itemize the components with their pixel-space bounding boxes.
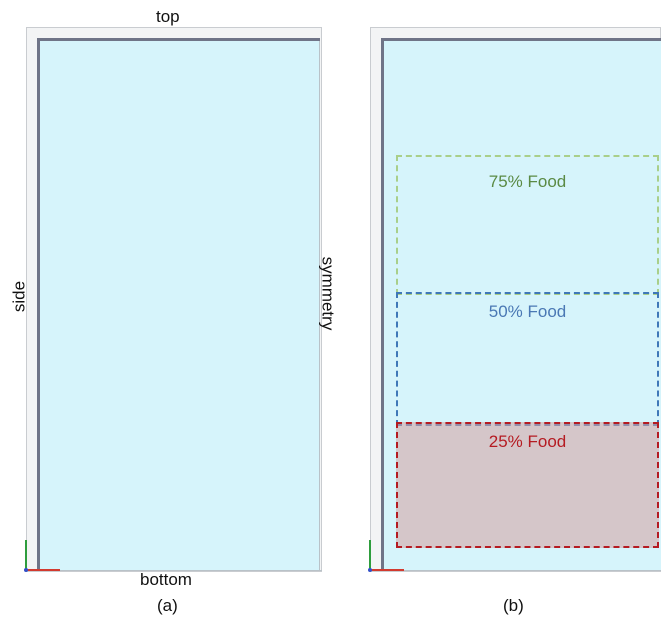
label-bottom: bottom xyxy=(140,570,192,589)
panel-a-top-wall xyxy=(37,38,320,41)
panel-a-y-axis-icon xyxy=(25,540,27,570)
food-region-50: 50% Food xyxy=(396,292,659,426)
panel-b-caption: (b) xyxy=(503,596,524,615)
food-region-75: 75% Food xyxy=(396,155,659,295)
panel-a-origin-icon xyxy=(24,568,28,572)
panel-a-x-axis-icon xyxy=(26,569,60,571)
food-label-75: 75% Food xyxy=(488,172,567,191)
panel-b-origin-icon xyxy=(368,568,372,572)
label-top: top xyxy=(156,7,180,26)
panel-b-x-axis-icon xyxy=(370,569,404,571)
food-label-50: 50% Food xyxy=(488,302,567,321)
food-region-25: 25% Food xyxy=(396,422,659,548)
panel-a-side-wall xyxy=(37,38,40,571)
panel-a-fluid-domain xyxy=(37,38,320,571)
panel-b-top-wall xyxy=(381,38,661,41)
panel-a-caption: (a) xyxy=(157,596,178,615)
panel-b-y-axis-icon xyxy=(369,540,371,570)
panel-b-side-wall xyxy=(381,38,384,571)
label-symmetry: symmetry xyxy=(318,256,338,331)
panel-a-symmetry-edge xyxy=(319,41,320,571)
panel-b-bottom-edge xyxy=(370,570,661,571)
food-label-25: 25% Food xyxy=(488,432,567,451)
label-side: side xyxy=(9,280,29,313)
panel-a-bottom-edge xyxy=(26,570,322,571)
